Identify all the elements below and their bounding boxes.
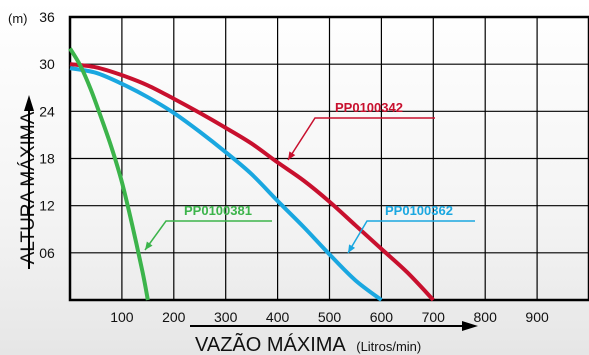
series-label-PP0100381: PP0100381 bbox=[184, 203, 252, 218]
y-tick-label: 36 bbox=[39, 9, 55, 25]
series-label-PP0100342: PP0100342 bbox=[335, 100, 403, 115]
y-tick-label: 24 bbox=[39, 103, 55, 119]
series-lines bbox=[68, 47, 435, 302]
x-axis-arrow-head bbox=[462, 321, 478, 331]
x-tick-label: 800 bbox=[474, 309, 498, 325]
x-tick-label: 500 bbox=[318, 309, 342, 325]
x-axis-label-unit: (Litros/min) bbox=[356, 339, 421, 354]
callout-arrowhead bbox=[348, 244, 356, 253]
plot-frame bbox=[68, 15, 589, 302]
grid-lines bbox=[70, 17, 589, 300]
callout-pointer bbox=[144, 220, 179, 251]
tick-labels: 100 200 300 400 500 600 700 800 900 36 30 24 18 12 06 bbox=[39, 9, 549, 325]
x-tick-label: 400 bbox=[266, 309, 290, 325]
y-unit-label: (m) bbox=[8, 11, 28, 26]
x-tick-label: 100 bbox=[110, 309, 134, 325]
series-line-PP0100381 bbox=[68, 47, 150, 301]
x-tick-label: 600 bbox=[370, 309, 394, 325]
x-tick-label: 900 bbox=[525, 309, 549, 325]
callout-arrowhead bbox=[145, 241, 153, 250]
callout-arrowhead bbox=[288, 151, 296, 160]
y-tick-label: 06 bbox=[39, 245, 55, 261]
series-line-PP0100342 bbox=[69, 62, 435, 302]
x-axis-label-main: VAZÃO MÁXIMA bbox=[195, 332, 346, 355]
series-callouts: PP0100342 PP0100362 PP0100381 bbox=[144, 100, 475, 254]
callout-pointer bbox=[347, 220, 378, 254]
x-axis-label: VAZÃO MÁXIMA (Litros/min) bbox=[195, 332, 421, 355]
x-tick-label: 700 bbox=[422, 309, 446, 325]
series-label-PP0100362: PP0100362 bbox=[385, 203, 453, 218]
x-tick-label: 200 bbox=[162, 309, 186, 325]
y-tick-label: 12 bbox=[39, 198, 55, 214]
series-line-PP0100362 bbox=[69, 66, 383, 302]
y-tick-label: 30 bbox=[39, 56, 55, 72]
x-tick-label: 300 bbox=[214, 309, 238, 325]
y-tick-label: 18 bbox=[39, 151, 55, 167]
callout-pointer bbox=[287, 117, 328, 161]
y-axis-arrow-head bbox=[24, 95, 34, 111]
